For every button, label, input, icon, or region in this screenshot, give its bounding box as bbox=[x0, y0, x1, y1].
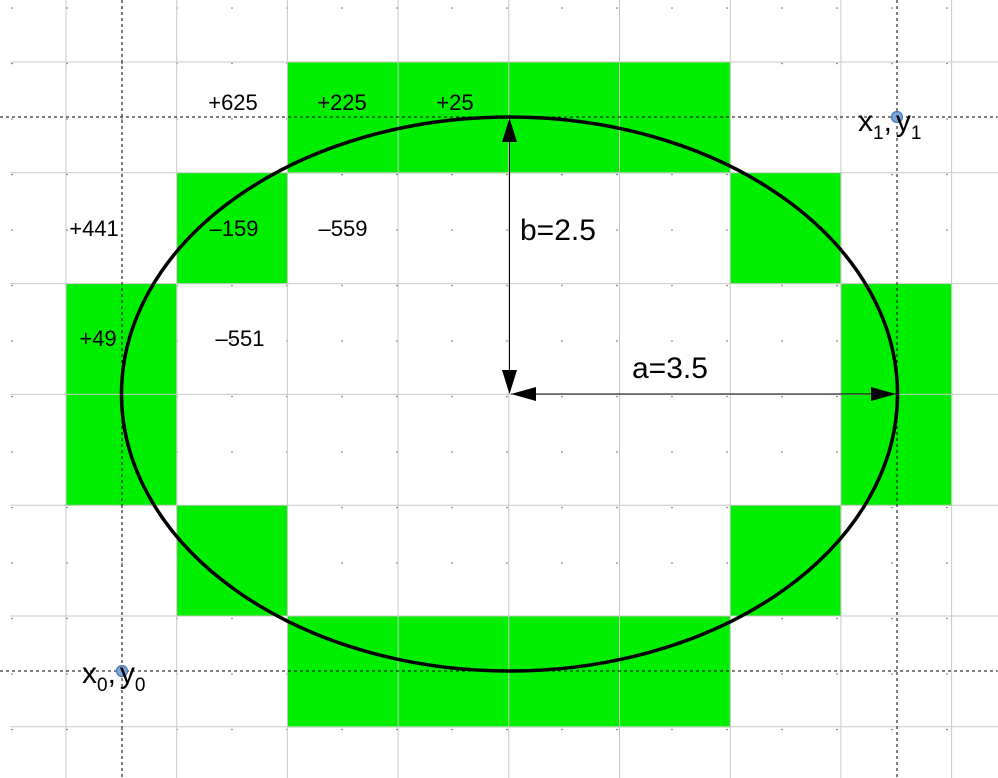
filled-pixel-cell bbox=[619, 62, 731, 174]
error-value-label: +625 bbox=[208, 90, 258, 115]
corner-point-x0-y0: x0, y0 bbox=[82, 657, 146, 696]
point-label-x0-y0: x0, y0 bbox=[82, 657, 146, 696]
semi-axis-b bbox=[502, 118, 517, 394]
point-marker-icon bbox=[115, 664, 129, 678]
point-label-x1-y1: x1, y1 bbox=[858, 105, 922, 144]
ellipse bbox=[119, 115, 900, 673]
semi-axis-b-arrow-top bbox=[502, 118, 517, 142]
error-value-label: +225 bbox=[317, 90, 367, 115]
error-value-label: –551 bbox=[216, 326, 265, 351]
filled-pixel-cell bbox=[619, 616, 731, 728]
corner-point-x1-y1: x1, y1 bbox=[858, 105, 922, 144]
semi-axis-a bbox=[511, 387, 896, 401]
semi-axis-a-arrow-left bbox=[511, 387, 536, 401]
error-value-label: –159 bbox=[210, 216, 259, 241]
filled-pixel-cell bbox=[176, 505, 288, 617]
filled-pixel-cell bbox=[730, 172, 842, 285]
error-value-label: +441 bbox=[69, 216, 119, 241]
filled-pixel-cell bbox=[287, 616, 399, 728]
filled-pixel-cell bbox=[176, 172, 288, 285]
semi-axis-b-arrow-bottom bbox=[502, 370, 517, 394]
error-value-label: +49 bbox=[79, 326, 116, 351]
filled-pixel-cell bbox=[287, 62, 399, 174]
error-value-label: +25 bbox=[436, 90, 473, 115]
semi-axis-b-label: b=2.5 bbox=[520, 214, 596, 247]
semi-axis-a-label: a=3.5 bbox=[632, 352, 708, 385]
point-marker-icon bbox=[890, 110, 904, 124]
filled-pixel-cell bbox=[730, 505, 842, 617]
error-value-label: –559 bbox=[319, 216, 368, 241]
semi-axis-a-arrow-right bbox=[871, 387, 896, 401]
